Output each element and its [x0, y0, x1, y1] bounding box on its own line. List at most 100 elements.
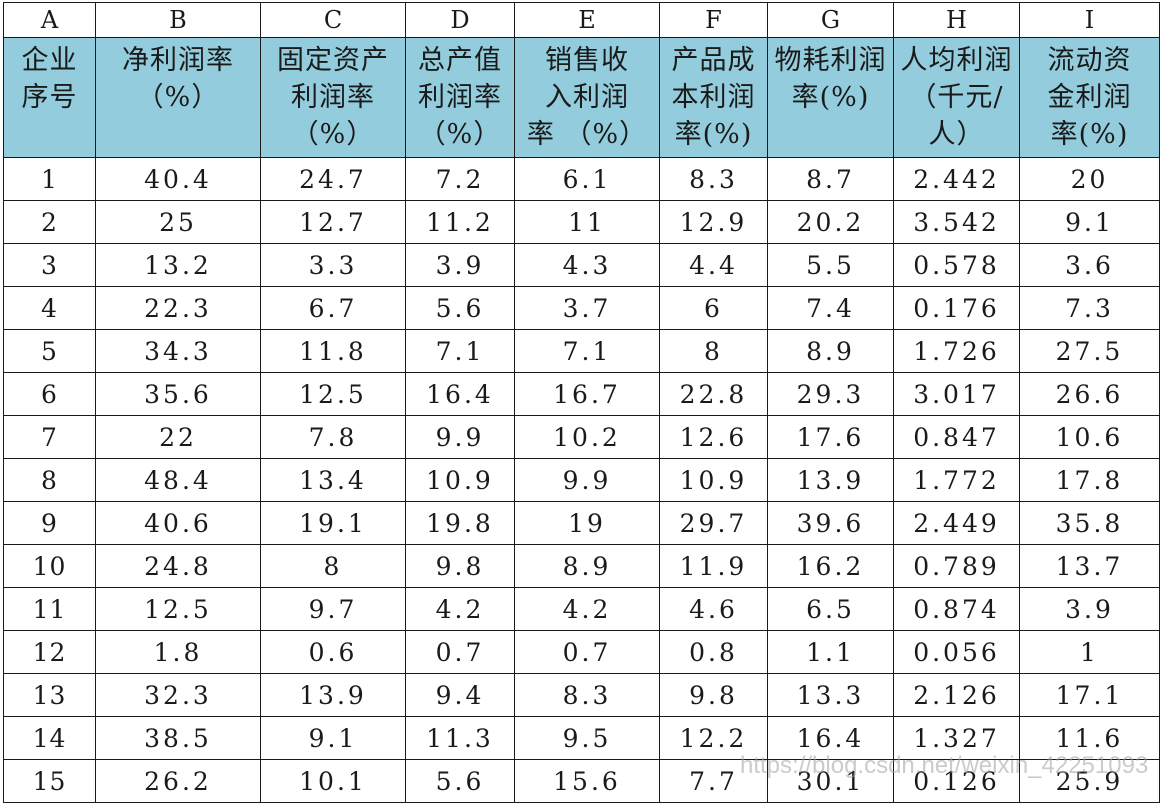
row-id-cell[interactable]: 13 — [3, 673, 96, 717]
table-cell[interactable]: 4.6 — [659, 587, 768, 631]
row-id-cell[interactable]: 12 — [3, 630, 96, 674]
table-cell[interactable]: 24.8 — [95, 544, 261, 588]
table-cell[interactable]: 9.9 — [405, 415, 515, 459]
table-cell[interactable]: 1 — [1019, 630, 1160, 674]
table-cell[interactable]: 0.6 — [260, 630, 406, 674]
table-cell[interactable]: 8 — [260, 544, 406, 588]
table-cell[interactable]: 0.8 — [659, 630, 768, 674]
header-cell[interactable]: 销售收 入利润率 （%） — [514, 37, 660, 158]
table-cell[interactable]: 19.1 — [260, 501, 406, 545]
table-cell[interactable]: 48.4 — [95, 458, 261, 502]
table-cell[interactable]: 0.7 — [405, 630, 515, 674]
row-id-cell[interactable]: 4 — [3, 286, 96, 330]
table-cell[interactable]: 29.7 — [659, 501, 768, 545]
table-cell[interactable]: 11 — [514, 200, 660, 244]
column-letter-cell[interactable]: A — [3, 2, 96, 38]
row-id-cell[interactable]: 1 — [3, 157, 96, 201]
table-cell[interactable]: 11.8 — [260, 329, 406, 373]
table-cell[interactable]: 6.1 — [514, 157, 660, 201]
header-cell[interactable]: 产品成 本利润 率(%) — [659, 37, 768, 158]
table-cell[interactable]: 10.1 — [260, 759, 406, 803]
table-cell[interactable]: 1.726 — [893, 329, 1020, 373]
table-cell[interactable]: 3.017 — [893, 372, 1020, 416]
row-id-cell[interactable]: 5 — [3, 329, 96, 373]
table-cell[interactable]: 29.3 — [767, 372, 894, 416]
table-cell[interactable]: 13.2 — [95, 243, 261, 287]
table-cell[interactable]: 26.6 — [1019, 372, 1160, 416]
table-cell[interactable]: 8 — [659, 329, 768, 373]
table-cell[interactable]: 39.6 — [767, 501, 894, 545]
table-cell[interactable]: 12.7 — [260, 200, 406, 244]
row-id-cell[interactable]: 9 — [3, 501, 96, 545]
table-cell[interactable]: 10.6 — [1019, 415, 1160, 459]
table-cell[interactable]: 7.4 — [767, 286, 894, 330]
table-cell[interactable]: 11.6 — [1019, 716, 1160, 760]
table-cell[interactable]: 32.3 — [95, 673, 261, 717]
table-cell[interactable]: 26.2 — [95, 759, 261, 803]
table-cell[interactable]: 24.7 — [260, 157, 406, 201]
header-cell[interactable]: 物耗利润 率(%) — [767, 37, 894, 158]
header-cell[interactable]: 净利润率 （%） — [95, 37, 261, 158]
table-cell[interactable]: 25.9 — [1019, 759, 1160, 803]
header-cell[interactable]: 企业 序号 — [3, 37, 96, 158]
table-cell[interactable]: 9.9 — [514, 458, 660, 502]
table-cell[interactable]: 10.9 — [405, 458, 515, 502]
table-cell[interactable]: 8.3 — [659, 157, 768, 201]
table-cell[interactable]: 8.3 — [514, 673, 660, 717]
table-cell[interactable]: 5.6 — [405, 286, 515, 330]
table-cell[interactable]: 22 — [95, 415, 261, 459]
column-letter-cell[interactable]: H — [893, 2, 1020, 38]
table-cell[interactable]: 12.5 — [95, 587, 261, 631]
table-cell[interactable]: 4.2 — [514, 587, 660, 631]
table-cell[interactable]: 9.8 — [405, 544, 515, 588]
column-letter-cell[interactable]: E — [514, 2, 660, 38]
column-letter-cell[interactable]: F — [659, 2, 768, 38]
table-cell[interactable]: 25 — [95, 200, 261, 244]
row-id-cell[interactable]: 14 — [3, 716, 96, 760]
table-cell[interactable]: 11.3 — [405, 716, 515, 760]
row-id-cell[interactable]: 7 — [3, 415, 96, 459]
table-cell[interactable]: 3.7 — [514, 286, 660, 330]
table-cell[interactable]: 5.5 — [767, 243, 894, 287]
table-cell[interactable]: 6.5 — [767, 587, 894, 631]
table-cell[interactable]: 8.9 — [767, 329, 894, 373]
table-cell[interactable]: 4.2 — [405, 587, 515, 631]
table-cell[interactable]: 8.9 — [514, 544, 660, 588]
header-cell[interactable]: 总产值 利润率 （%） — [405, 37, 515, 158]
table-cell[interactable]: 19.8 — [405, 501, 515, 545]
row-id-cell[interactable]: 6 — [3, 372, 96, 416]
table-cell[interactable]: 0.578 — [893, 243, 1020, 287]
header-cell[interactable]: 流动资 金利润 率(%) — [1019, 37, 1160, 158]
table-cell[interactable]: 5.6 — [405, 759, 515, 803]
column-letter-cell[interactable]: G — [767, 2, 894, 38]
table-cell[interactable]: 16.2 — [767, 544, 894, 588]
table-cell[interactable]: 11.9 — [659, 544, 768, 588]
table-cell[interactable]: 13.9 — [260, 673, 406, 717]
table-cell[interactable]: 12.5 — [260, 372, 406, 416]
table-cell[interactable]: 1.327 — [893, 716, 1020, 760]
table-cell[interactable]: 27.5 — [1019, 329, 1160, 373]
table-cell[interactable]: 35.6 — [95, 372, 261, 416]
table-cell[interactable]: 38.5 — [95, 716, 261, 760]
table-cell[interactable]: 7.7 — [659, 759, 768, 803]
table-cell[interactable]: 35.8 — [1019, 501, 1160, 545]
table-cell[interactable]: 9.1 — [260, 716, 406, 760]
table-cell[interactable]: 15.6 — [514, 759, 660, 803]
table-cell[interactable]: 12.9 — [659, 200, 768, 244]
table-cell[interactable]: 6.7 — [260, 286, 406, 330]
table-cell[interactable]: 3.542 — [893, 200, 1020, 244]
table-cell[interactable]: 0.126 — [893, 759, 1020, 803]
table-cell[interactable]: 40.4 — [95, 157, 261, 201]
table-cell[interactable]: 16.4 — [767, 716, 894, 760]
table-cell[interactable]: 2.442 — [893, 157, 1020, 201]
table-cell[interactable]: 12.2 — [659, 716, 768, 760]
table-cell[interactable]: 0.874 — [893, 587, 1020, 631]
table-cell[interactable]: 4.4 — [659, 243, 768, 287]
table-cell[interactable]: 0.176 — [893, 286, 1020, 330]
table-cell[interactable]: 9.1 — [1019, 200, 1160, 244]
table-cell[interactable]: 34.3 — [95, 329, 261, 373]
column-letter-cell[interactable]: I — [1019, 2, 1160, 38]
table-cell[interactable]: 22.8 — [659, 372, 768, 416]
row-id-cell[interactable]: 8 — [3, 458, 96, 502]
table-cell[interactable]: 3.9 — [1019, 587, 1160, 631]
